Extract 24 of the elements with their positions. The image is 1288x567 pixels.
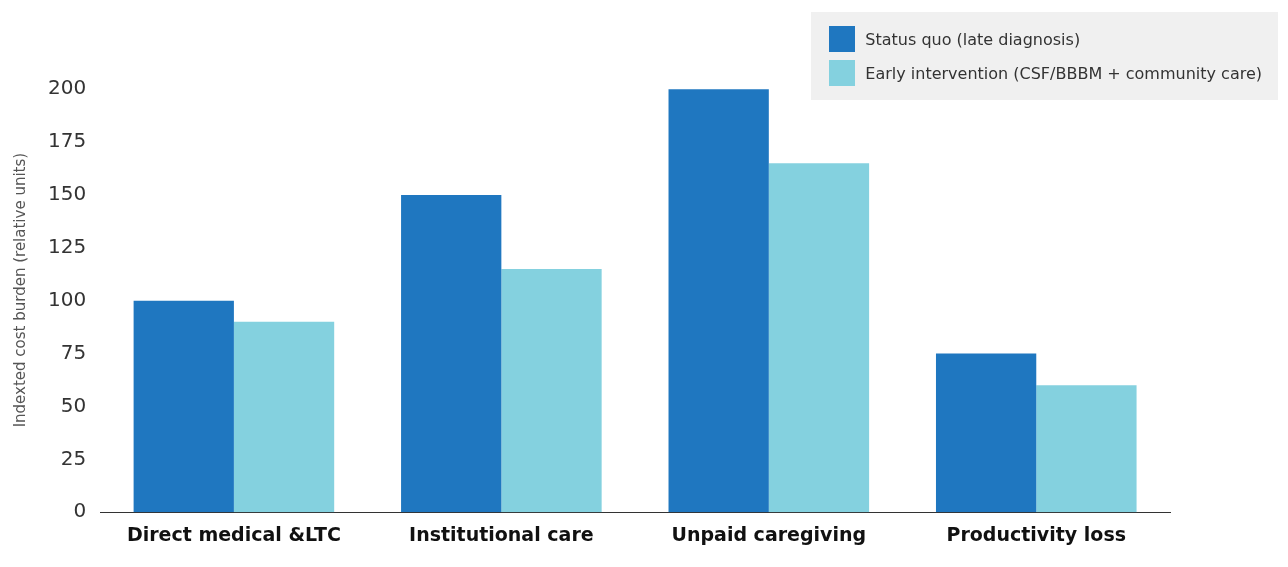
x-tick-label: Unpaid caregiving <box>671 522 867 545</box>
y-tick-label: 25 <box>60 445 87 470</box>
x-tick-label: Institutional care <box>409 522 594 545</box>
bar <box>501 268 602 513</box>
x-tick-label: Direct medical &LTC <box>126 522 341 545</box>
y-tick-label: 75 <box>60 339 87 364</box>
bar <box>668 89 769 513</box>
legend-label: Early intervention (CSF/BBBM + community care) <box>865 63 1262 83</box>
y-tick-label: 200 <box>47 75 87 100</box>
bar <box>233 321 335 513</box>
y-axis-title: Indexted cost burden (relative units) <box>10 152 29 428</box>
bar <box>768 163 870 513</box>
y-tick-label: 125 <box>47 234 87 258</box>
bar <box>133 300 234 513</box>
y-tick-label: 0 <box>73 498 87 523</box>
bar <box>1036 385 1137 513</box>
y-tick-label: 150 <box>47 181 87 206</box>
y-tick-label: 50 <box>60 392 87 417</box>
y-tick-label: 100 <box>47 286 87 311</box>
legend-label: Status quo (late diagnosis) <box>865 29 1081 49</box>
x-tick-label: Productivity loss <box>946 522 1127 545</box>
bar <box>935 353 1037 513</box>
y-tick-label: 175 <box>47 128 87 153</box>
bar <box>401 194 502 513</box>
